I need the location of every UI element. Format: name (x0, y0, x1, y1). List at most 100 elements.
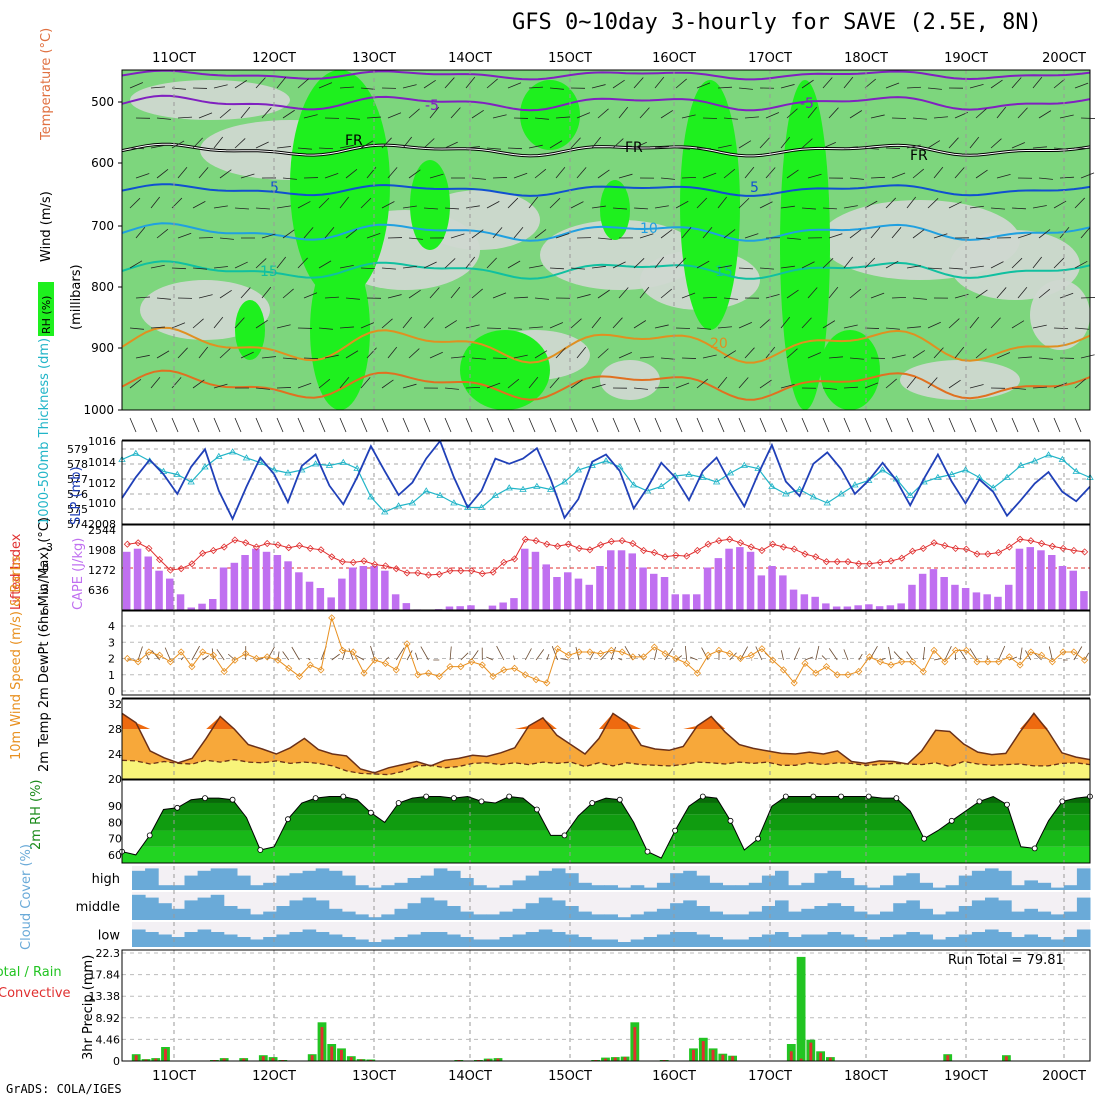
li-point (618, 537, 626, 545)
wind-barb (234, 261, 248, 269)
li-point (865, 560, 874, 568)
li-point (962, 545, 970, 553)
precip-tick-label: 13.38 (89, 990, 121, 1003)
thickness-point (740, 461, 748, 468)
cloud-bar (394, 882, 409, 890)
wind-barb (1032, 417, 1040, 433)
wind-barb (912, 297, 927, 300)
wind-barb (324, 354, 339, 359)
wind-barb (408, 169, 421, 179)
li-point (306, 544, 314, 552)
cloud-bar (565, 934, 579, 947)
thickness-point (228, 448, 237, 455)
cloud-bar (263, 882, 277, 890)
rh-point (782, 793, 789, 800)
wind-barb (597, 169, 610, 179)
wind-point (1005, 653, 1013, 661)
wind-barb (612, 417, 620, 433)
slp-tick-label: 2008 (88, 518, 116, 531)
wind-barb (822, 207, 837, 210)
cape-bar (832, 606, 841, 610)
wind-barb (906, 144, 921, 149)
wind-barb (969, 648, 978, 661)
wind-barb (759, 379, 772, 389)
wind-point (747, 651, 755, 659)
wind-barb (355, 655, 365, 661)
wind-barb (513, 354, 528, 359)
wind-point (467, 658, 476, 666)
cape-bar (166, 578, 174, 610)
li-tick-label: 0 (42, 562, 49, 575)
cloud-bar (158, 903, 172, 920)
wind-point (371, 656, 379, 664)
cape-bar (714, 558, 723, 610)
cloud-bar (880, 911, 894, 920)
wind-barb (171, 377, 182, 389)
wind-barb (849, 229, 862, 239)
wind-barb (885, 417, 893, 433)
cloud-bar (486, 939, 500, 947)
li-point (715, 537, 723, 545)
wind-barb (1032, 386, 1047, 389)
wind-point (220, 667, 228, 676)
cloud-bar (184, 900, 199, 920)
wind-barb (576, 167, 587, 179)
cape-bar (961, 588, 970, 610)
thickness-point (505, 484, 513, 491)
wind-barb (744, 116, 759, 119)
li-point (156, 556, 164, 564)
cape-bar (456, 606, 464, 610)
wind-barb (408, 108, 420, 119)
cloud-bar (853, 937, 868, 947)
wind-barb (297, 78, 309, 89)
wind-barb (849, 288, 862, 299)
li-point (683, 552, 691, 560)
wind-barb (444, 77, 455, 89)
wind-barb (996, 287, 1007, 299)
cape-bar (370, 566, 378, 610)
x-tick-label-bottom: 15OCT (548, 1069, 592, 1084)
wind-point (855, 667, 863, 676)
cape-bar (381, 570, 389, 610)
wind-barb (129, 197, 141, 209)
cloud-bar (1076, 897, 1091, 920)
rh-high-area (235, 300, 265, 360)
wind-barb (759, 137, 770, 149)
rh-low-area (900, 360, 1020, 400)
thickness-point (270, 466, 278, 473)
wind-barb (828, 356, 843, 359)
wind-barb (297, 257, 308, 269)
precip-conv-bar (604, 1058, 607, 1061)
thickness-point (436, 491, 444, 498)
wind-barb (150, 326, 165, 329)
y-axis-label-slp: SLP (mb) (69, 466, 84, 525)
wind-point (693, 669, 701, 677)
contour-label: FR (345, 133, 363, 149)
wind-barb (198, 167, 209, 179)
wind-barb (202, 655, 209, 661)
wind-barb (234, 207, 249, 210)
wind-barb (780, 265, 795, 269)
wind-barb (822, 77, 833, 89)
wind-barb (402, 205, 417, 209)
wind-barb (360, 140, 374, 149)
cape-bar (198, 603, 206, 610)
wind-barb (255, 77, 266, 89)
wind-barb (990, 417, 998, 433)
wind-point (726, 650, 734, 658)
wind-barb (180, 656, 184, 661)
wind-barb (507, 197, 519, 209)
rh-point (229, 796, 236, 803)
wind-barb (546, 653, 550, 661)
wind-barb (1080, 117, 1096, 119)
wind-barb (1032, 324, 1047, 329)
wind-barb (759, 417, 767, 433)
chart-title: GFS 0~10day 3-hourly for SAVE (2.5E, 8N) (512, 10, 1042, 35)
wind-barb (282, 288, 294, 299)
li-point (586, 546, 594, 554)
rh-band (122, 830, 1090, 847)
rh-low-area (1030, 280, 1090, 350)
wind-barb (213, 383, 228, 389)
